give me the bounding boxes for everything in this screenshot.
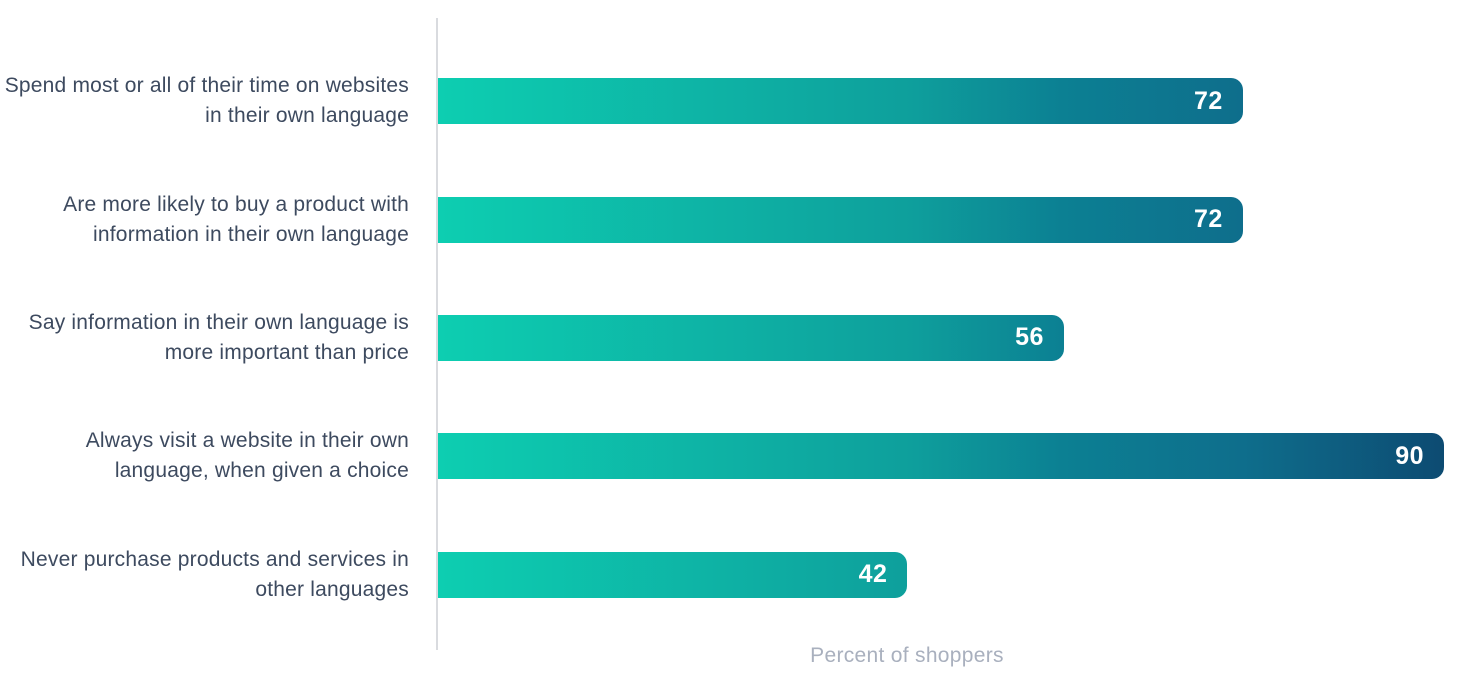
bar-track: 56 [438, 314, 1444, 361]
bar: 56 [438, 314, 1064, 361]
bar-value-label: 72 [1193, 86, 1223, 115]
chart-row: Are more likely to buy a product with in… [0, 160, 1480, 278]
chart-row: Always visit a website in their own lang… [0, 397, 1480, 515]
y-axis-line [436, 18, 438, 650]
chart-rows: Spend most or all of their time on websi… [0, 42, 1480, 634]
chart-row: Spend most or all of their time on websi… [0, 42, 1480, 160]
x-axis-label: Percent of shoppers [810, 644, 1004, 667]
bar-value-label: 56 [1015, 323, 1044, 352]
bar: 90 [438, 433, 1444, 480]
bar-category-label: Spend most or all of their time on websi… [4, 74, 409, 128]
chart-row: Never purchase products and services in … [0, 516, 1480, 634]
bar-track: 72 [438, 78, 1444, 125]
bar-value-label: 42 [858, 560, 888, 589]
bar: 72 [438, 78, 1243, 125]
chart-row: Say information in their own language is… [0, 279, 1480, 397]
bar-track: 72 [438, 196, 1444, 243]
bar-category-label: Always visit a website in their own lang… [85, 429, 409, 483]
bar-category-label: Are more likely to buy a product with in… [63, 192, 409, 246]
bar-track: 42 [438, 551, 1444, 598]
bar-value-label: 72 [1193, 205, 1223, 234]
bar-category-label: Never purchase products and services in … [20, 547, 409, 601]
bar-value-label: 90 [1395, 441, 1424, 470]
bar: 42 [438, 551, 908, 598]
bar: 72 [438, 196, 1243, 243]
bar-category-label: Say information in their own language is… [28, 310, 409, 364]
bar-track: 90 [438, 433, 1444, 480]
